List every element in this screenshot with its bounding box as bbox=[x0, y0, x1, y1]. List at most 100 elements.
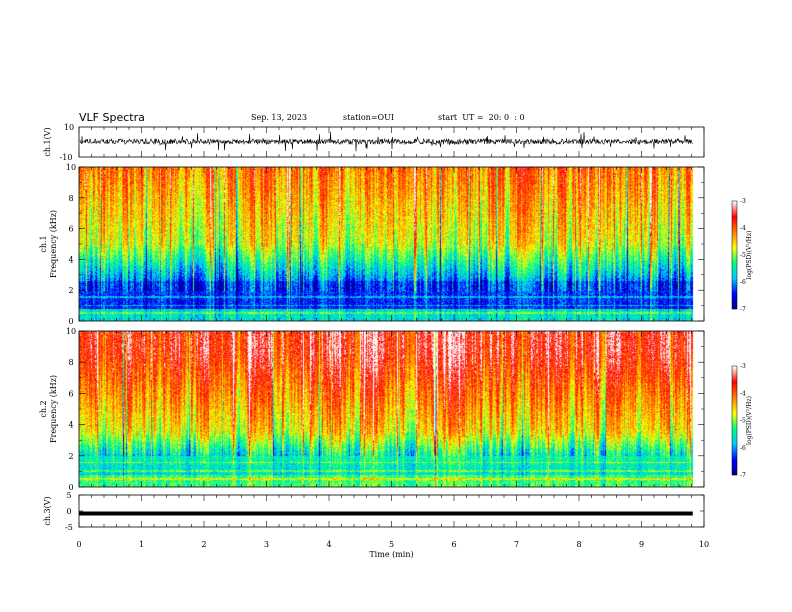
time-tick-label: 3 bbox=[264, 540, 269, 549]
colorbar-1-cell bbox=[732, 283, 737, 285]
colorbar-2-cell bbox=[732, 431, 737, 433]
colorbar-1-cell bbox=[732, 285, 737, 287]
colorbar-2-cell bbox=[732, 393, 737, 395]
colorbar-1-cell bbox=[732, 203, 737, 205]
colorbar-2-tick-label: -5 bbox=[740, 418, 746, 425]
colorbar-2-cell bbox=[732, 370, 737, 372]
colorbar-1-cell bbox=[732, 248, 737, 250]
colorbar-2-cell bbox=[732, 385, 737, 387]
colorbar-1-cell bbox=[732, 281, 737, 283]
colorbar-1-cell bbox=[732, 272, 737, 274]
colorbar-1-cell bbox=[732, 229, 737, 231]
colorbar-2-cell bbox=[732, 442, 737, 444]
colorbar-1-cell bbox=[732, 271, 737, 273]
freq-tick-label: 4 bbox=[68, 421, 73, 430]
ch1-waveform-panel: 10 -10 ch.1(V) bbox=[43, 123, 705, 162]
colorbar-2-cell bbox=[732, 438, 737, 440]
colorbar-2-cell bbox=[732, 460, 737, 462]
colorbar-2-cell bbox=[732, 405, 737, 407]
colorbar-1-cell bbox=[732, 232, 737, 234]
colorbar-1-cell bbox=[732, 220, 737, 222]
colorbar-1-cell bbox=[732, 264, 737, 266]
colorbar-2-cell bbox=[732, 435, 737, 437]
time-axis: 0 1 2 3 4 5 6 7 8 9 10 Time (min) bbox=[76, 540, 709, 559]
spectrogram-channel-label: ch.1 bbox=[39, 235, 48, 252]
colorbar-1-cell bbox=[732, 262, 737, 264]
colorbar-1-cell bbox=[732, 275, 737, 277]
colorbar-1-cell bbox=[732, 235, 737, 237]
colorbar-2-cell bbox=[732, 450, 737, 452]
colorbar-1-cell bbox=[732, 234, 737, 236]
colorbar-1-cell bbox=[732, 219, 737, 221]
colorbar-2-cell bbox=[732, 464, 737, 466]
colorbar-2-cell bbox=[732, 459, 737, 461]
colorbar-2-cell bbox=[732, 380, 737, 382]
colorbar-1-cell bbox=[732, 221, 737, 223]
colorbar-1-cell bbox=[732, 287, 737, 289]
colorbar-2-cell bbox=[732, 446, 737, 448]
freq-tick-label: 10 bbox=[66, 327, 76, 336]
colorbar-2-cell bbox=[732, 434, 737, 436]
colorbar-1-cell bbox=[732, 306, 737, 308]
colorbar-1-cell bbox=[732, 212, 737, 214]
colorbar-2-cell bbox=[732, 429, 737, 431]
colorbar-2-cell bbox=[732, 439, 737, 441]
colorbar-2-cell bbox=[732, 433, 737, 435]
ch3-ytick-label: 0 bbox=[66, 507, 71, 516]
colorbar-2-cell bbox=[732, 449, 737, 451]
colorbar-1-cell bbox=[732, 202, 737, 204]
colorbar-1-cell bbox=[732, 228, 737, 230]
colorbar-1-cell bbox=[732, 244, 737, 246]
colorbar-2-cell bbox=[732, 401, 737, 403]
colorbar-1-cell bbox=[732, 301, 737, 303]
colorbar-1-cell bbox=[732, 243, 737, 245]
colorbar-1-frame bbox=[731, 200, 738, 310]
colorbar-2-cell bbox=[732, 458, 737, 460]
spectrogram-image bbox=[79, 331, 704, 487]
colorbar-2-cell bbox=[732, 426, 737, 428]
colorbar-1-cell bbox=[732, 251, 737, 253]
colorbar-2-cell bbox=[732, 453, 737, 455]
colorbar-2-cell bbox=[732, 445, 737, 447]
colorbar-2-cell bbox=[732, 437, 737, 439]
colorbar-1-cell bbox=[732, 270, 737, 272]
colorbar-2-cell bbox=[732, 447, 737, 449]
time-tick-label: 9 bbox=[639, 540, 644, 549]
colorbar-2-cell bbox=[732, 409, 737, 411]
freq-tick-label: 0 bbox=[68, 317, 73, 326]
freq-tick-label: 8 bbox=[68, 194, 73, 203]
colorbar-1-cell bbox=[732, 241, 737, 243]
colorbar-2-cell bbox=[732, 471, 737, 473]
colorbar-2-cell bbox=[732, 373, 737, 375]
colorbar-2-tick-label: -3 bbox=[740, 363, 746, 370]
colorbar-2-cell bbox=[732, 379, 737, 381]
colorbar-2-cell bbox=[732, 375, 737, 377]
spectrogram-ylabel: Frequency (kHz) bbox=[49, 375, 58, 443]
colorbar-1-cell bbox=[732, 242, 737, 244]
colorbar-2-cell bbox=[732, 423, 737, 425]
colorbar-2-cell bbox=[732, 467, 737, 469]
colorbar-1-cell bbox=[732, 204, 737, 206]
colorbar-1-cell bbox=[732, 296, 737, 298]
ch3-ytick-label: 5 bbox=[66, 491, 71, 500]
colorbar-1-cell bbox=[732, 233, 737, 235]
colorbar-1-cell bbox=[732, 226, 737, 228]
colorbar-2-cell bbox=[732, 368, 737, 370]
colorbar-2-cell bbox=[732, 417, 737, 419]
colorbar-2-cell bbox=[732, 411, 737, 413]
freq-tick-label: 2 bbox=[68, 452, 73, 461]
colorbar-2-cell bbox=[732, 424, 737, 426]
colorbar-1-cell bbox=[732, 215, 737, 217]
colorbar-2-cell bbox=[732, 462, 737, 464]
colorbar-2-cell bbox=[732, 403, 737, 405]
colorbar-1-cell bbox=[732, 279, 737, 281]
colorbar-2-cell bbox=[732, 443, 737, 445]
colorbar-2-cell bbox=[732, 384, 737, 386]
colorbar-2-cell bbox=[732, 366, 737, 368]
colorbar-2-cell bbox=[732, 410, 737, 412]
colorbar-1-cell bbox=[732, 290, 737, 292]
colorbar-1-cell bbox=[732, 277, 737, 279]
spectrogram-channel-label: ch.2 bbox=[39, 400, 48, 417]
colorbar-2-cell bbox=[732, 390, 737, 392]
station-label: station=OUI bbox=[343, 113, 394, 122]
